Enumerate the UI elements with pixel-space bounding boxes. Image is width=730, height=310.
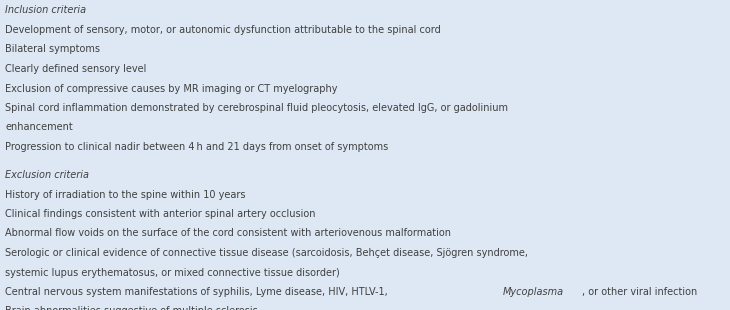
- Text: Exclusion of compressive causes by MR imaging or CT myelography: Exclusion of compressive causes by MR im…: [5, 83, 337, 94]
- Text: Mycoplasma: Mycoplasma: [503, 287, 564, 297]
- Text: History of irradiation to the spine within 10 years: History of irradiation to the spine with…: [5, 189, 245, 200]
- Text: , or other viral infection: , or other viral infection: [582, 287, 697, 297]
- Text: Brain abnormalities suggestive of multiple sclerosis: Brain abnormalities suggestive of multip…: [5, 307, 258, 310]
- Text: enhancement: enhancement: [5, 122, 73, 132]
- Text: Development of sensory, motor, or autonomic dysfunction attributable to the spin: Development of sensory, motor, or autono…: [5, 25, 441, 35]
- Text: systemic lupus erythematosus, or mixed connective tissue disorder): systemic lupus erythematosus, or mixed c…: [5, 268, 339, 277]
- Text: Spinal cord inflammation demonstrated by cerebrospinal fluid pleocytosis, elevat: Spinal cord inflammation demonstrated by…: [5, 103, 508, 113]
- Text: Bilateral symptoms: Bilateral symptoms: [5, 45, 100, 55]
- Text: Progression to clinical nadir between 4 h and 21 days from onset of symptoms: Progression to clinical nadir between 4 …: [5, 142, 388, 152]
- Text: Exclusion criteria: Exclusion criteria: [5, 170, 89, 179]
- Text: Central nervous system manifestations of syphilis, Lyme disease, HIV, HTLV-1,: Central nervous system manifestations of…: [5, 287, 391, 297]
- Text: Clinical findings consistent with anterior spinal artery occlusion: Clinical findings consistent with anteri…: [5, 209, 315, 219]
- Text: Abnormal flow voids on the surface of the cord consistent with arteriovenous mal: Abnormal flow voids on the surface of th…: [5, 228, 451, 238]
- Text: Serologic or clinical evidence of connective tissue disease (sarcoidosis, Behçet: Serologic or clinical evidence of connec…: [5, 248, 528, 258]
- Text: Inclusion criteria: Inclusion criteria: [5, 5, 86, 15]
- Text: Clearly defined sensory level: Clearly defined sensory level: [5, 64, 147, 74]
